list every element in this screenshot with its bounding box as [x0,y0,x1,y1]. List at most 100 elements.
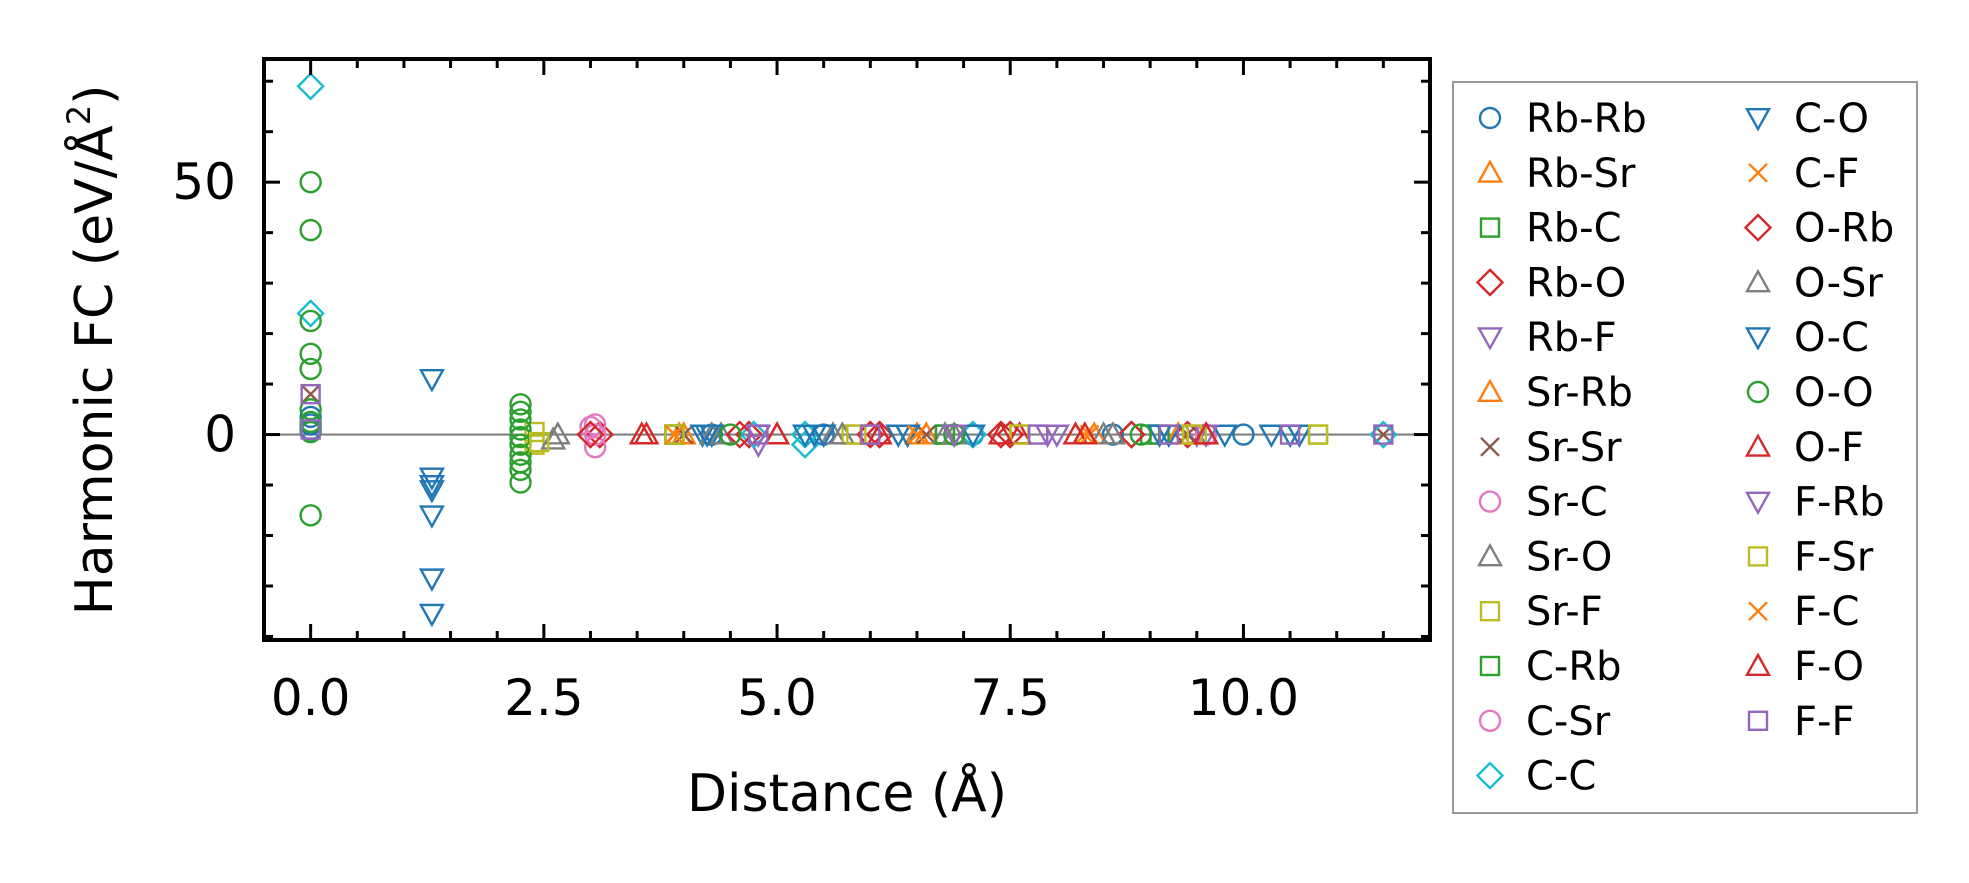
data-point-c-o [1211,424,1238,449]
legend-marker-rb-f [1476,327,1504,351]
data-point-c-o [418,603,445,628]
legend-item-sr-o: Sr-O [1476,534,1612,580]
data-point-o-o [299,504,322,527]
legend-marker-c-rb [1479,655,1501,677]
data-point-f-rb [941,424,968,449]
legend-item-sr-sr: Sr-Sr [1480,425,1622,471]
data-point-c-o [418,568,445,592]
legend-item-c-rb: C-Rb [1479,644,1622,690]
legend-label: C-C [1526,754,1596,800]
legend-item-sr-rb: Sr-Rb [1476,370,1633,416]
legend-marker-rb-rb [1478,106,1502,130]
x-axis-title: Distance (Å) [687,762,1007,824]
legend-item-o-o: O-O [1746,370,1874,416]
legend-label: Sr-Rb [1526,370,1633,416]
legend-item-c-o: C-O [1744,96,1869,142]
data-point-rb-rb [1232,423,1255,446]
data-point-sr-rb [913,421,940,445]
legend-marker-o-f [1744,433,1772,457]
legend-label: Rb-O [1526,260,1626,306]
legend-marker-sr-sr [1480,436,1500,457]
axis-ticks-layer [262,59,1432,640]
legend-item-sr-c: Sr-C [1478,480,1608,526]
legend-item-c-sr: C-Sr [1478,699,1611,745]
legend-label: O-Sr [1794,260,1883,306]
data-point-rb-o [986,420,1016,449]
y-axis-title-tail: ) [65,85,125,105]
data-point-f-sr [528,431,550,453]
data-point-f-f [1158,424,1180,445]
legend-marker-o-rb [1743,213,1773,242]
legend-marker-rb-o [1475,268,1505,297]
legend-label: C-F [1794,151,1859,197]
data-point-o-o [719,423,742,446]
legend-label: F-C [1794,589,1859,635]
legend-label: Sr-Sr [1526,425,1622,471]
data-point-o-c [894,424,921,449]
data-point-o-o [509,393,532,416]
data-point-f-sr [846,424,867,445]
legend-item-f-rb: F-Rb [1744,480,1885,526]
legend-item-f-c: F-C [1748,589,1859,635]
data-point-c-o [959,424,986,449]
legend-marker-c-c [1475,761,1505,790]
legend-label: F-Rb [1794,480,1885,526]
legend-item-sr-f: Sr-F [1479,589,1603,635]
legend-label: O-C [1794,315,1869,361]
legend-marker-f-c [1748,601,1768,622]
data-point-c-c [296,72,325,101]
legend-label: F-F [1794,699,1854,745]
plot-frame [262,57,1432,642]
legend-item-rb-sr: Rb-Sr [1476,151,1636,197]
legend-label: O-F [1794,425,1864,471]
data-point-rb-o [585,420,615,449]
data-point-o-o [509,458,532,482]
data-point-f-f [1028,424,1049,445]
data-point-o-c [801,424,828,449]
legend-label: Rb-F [1526,315,1617,361]
data-point-f-o [1071,421,1098,445]
data-point-f-sr [664,424,685,445]
data-point-o-rb [725,420,754,449]
data-point-o-o [299,218,322,242]
data-point-sr-c [583,435,607,459]
legend-marker-f-sr [1747,546,1769,567]
legend-marker-rb-sr [1476,159,1504,183]
legend-marker-sr-o [1476,542,1504,567]
data-point-o-o [299,357,322,381]
y-axis-title: Harmonic FC (eV/Å2) [60,85,125,616]
x-tick-label: 7.5 [970,669,1050,727]
x-tick-label: 5.0 [737,669,817,727]
data-point-o-o [1129,423,1153,446]
legend-box [1452,81,1918,814]
legend: Rb-Rb Rb-Sr Rb-C Rb-O Rb-F Sr-Rb Sr-Sr Sr-C Sr-O… [1452,81,1918,814]
data-point-rb-rb [299,405,322,429]
data-point-o-o [299,342,322,365]
data-point-f-f [1373,424,1394,445]
legend-marker-rb-c [1479,217,1501,238]
legend-label: Sr-C [1526,480,1608,526]
legend-marker-c-sr [1478,709,1502,732]
data-point-o-o [509,418,532,441]
series-o-o [299,170,1153,527]
legend-item-o-sr: O-Sr [1744,260,1883,306]
data-point-c-c [296,299,325,328]
data-point-c-sr [579,415,602,439]
legend-marker-o-o [1746,380,1770,404]
legend-label: C-Rb [1526,644,1622,690]
legend-marker-f-rb [1744,491,1772,516]
data-points-layer [296,72,1398,628]
legend-item-o-f: O-F [1744,425,1864,471]
legend-marker-o-sr [1744,268,1772,293]
data-point-o-o [509,471,532,494]
legend-marker-sr-f [1479,601,1501,622]
legend-item-rb-f: Rb-F [1476,315,1617,361]
x-tick-label: 0.0 [271,669,351,727]
data-point-f-f [748,424,769,445]
legend-item-rb-rb: Rb-Rb [1478,96,1647,142]
legend-marker-c-f [1748,162,1768,183]
x-tick-label: 10.0 [1188,669,1299,727]
legend-item-f-sr: F-Sr [1747,534,1874,580]
y-tick-labels: 0 50 [172,153,236,463]
data-point-c-o [418,505,445,529]
